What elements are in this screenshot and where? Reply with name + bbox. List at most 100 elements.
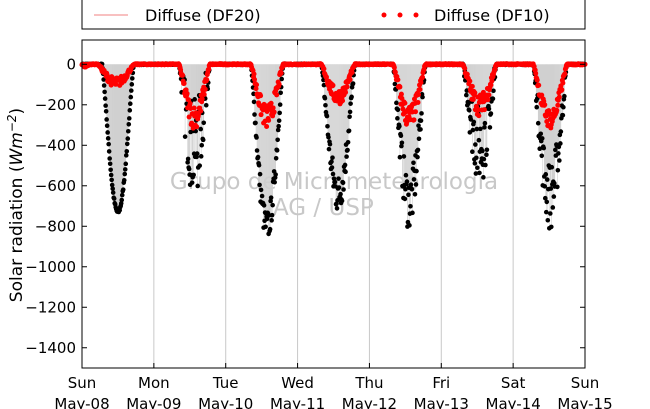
data-point-global	[346, 128, 352, 134]
data-point-global	[558, 129, 564, 134]
data-point-global	[276, 118, 282, 123]
data-point-global	[256, 162, 262, 168]
data-point-global	[562, 93, 567, 99]
data-point-global	[200, 137, 206, 143]
data-point-global	[491, 88, 496, 94]
data-point-df10	[462, 65, 468, 71]
data-point-global	[192, 97, 197, 102]
data-point-df10	[488, 82, 494, 88]
data-point-global	[474, 155, 479, 161]
y-axis-label: Solar radiation (Wm−2)	[5, 108, 27, 302]
data-point-global	[480, 148, 485, 154]
data-point-global	[124, 141, 130, 147]
data-point-df10	[198, 108, 204, 114]
data-point-global	[267, 226, 273, 232]
data-point-global	[544, 199, 550, 205]
data-point-df10	[321, 66, 327, 72]
data-point-global	[466, 101, 471, 106]
data-point-global	[185, 160, 190, 165]
data-point-global	[107, 161, 113, 167]
data-point-df10	[391, 65, 397, 71]
data-point-global	[404, 179, 410, 184]
data-point-global	[259, 193, 265, 199]
data-point-global	[123, 161, 129, 167]
data-point-df10	[539, 92, 545, 98]
data-point-global	[470, 149, 475, 154]
data-point-global	[279, 76, 284, 82]
data-point-global	[126, 116, 132, 121]
data-point-global	[124, 148, 130, 154]
data-point-global	[277, 110, 282, 116]
data-point-df10	[278, 70, 284, 76]
x-tick-label-day: Mon	[138, 374, 170, 392]
data-point-df10	[340, 98, 346, 104]
y-tick-label: −1400	[25, 339, 76, 357]
data-point-df10	[533, 70, 539, 76]
x-tick-label-day: Fri	[432, 374, 450, 392]
data-point-global	[102, 96, 108, 101]
y-axis-label-close: )	[7, 108, 27, 115]
data-point-global	[111, 196, 117, 201]
x-tick-label-date: May-08	[54, 395, 109, 409]
data-point-global	[397, 123, 402, 129]
data-point-df10	[420, 74, 426, 80]
data-point-global	[347, 109, 353, 115]
data-point-global	[345, 140, 351, 145]
data-point-global	[261, 203, 267, 208]
legend-dot-swatch	[397, 12, 403, 18]
data-point-df10	[191, 105, 197, 111]
data-point-df10	[349, 69, 355, 75]
x-tick-label-date: May-12	[342, 395, 397, 409]
watermark-line-2: IAG / USP	[266, 195, 374, 221]
legend-dot-swatch	[381, 12, 387, 18]
data-point-global	[490, 96, 496, 102]
data-point-df10	[183, 87, 189, 93]
data-point-global	[274, 148, 280, 153]
data-point-df10	[199, 96, 205, 102]
data-point-df10	[181, 80, 187, 86]
data-point-global	[476, 137, 482, 143]
data-point-global	[403, 186, 408, 192]
data-point-df10	[411, 117, 417, 123]
data-point-df10	[404, 119, 410, 125]
data-point-global	[555, 184, 560, 190]
legend: Diffuse (DF20) Diffuse (DF10)	[81, 0, 586, 30]
data-point-df10	[276, 81, 282, 87]
data-point-global	[545, 217, 551, 223]
data-point-global	[397, 154, 403, 160]
data-point-df10	[274, 92, 280, 98]
data-point-df10	[180, 72, 186, 78]
x-tick-label-day: Sat	[501, 374, 526, 392]
data-point-global	[413, 182, 419, 187]
data-point-df10	[560, 80, 566, 86]
data-point-global	[542, 195, 548, 201]
data-point-global	[107, 156, 112, 161]
data-point-global	[558, 141, 563, 146]
data-point-global	[542, 184, 548, 189]
data-point-global	[487, 125, 493, 130]
data-point-global	[336, 185, 342, 190]
data-point-global	[486, 106, 492, 112]
data-point-global	[201, 120, 207, 126]
data-point-df10	[271, 109, 277, 115]
data-point-global	[332, 179, 338, 185]
x-tick-label-day: Thu	[354, 374, 383, 392]
data-point-global	[334, 206, 340, 211]
data-point-global	[119, 192, 125, 198]
data-point-df10	[258, 112, 264, 118]
data-point-global	[258, 187, 264, 193]
data-point-global	[340, 180, 346, 186]
legend-box	[81, 0, 586, 30]
data-point-global	[539, 153, 545, 159]
data-point-global	[270, 202, 275, 208]
data-point-global	[407, 223, 412, 228]
data-point-global	[109, 177, 114, 183]
data-point-global	[104, 117, 109, 122]
data-point-global	[102, 89, 107, 95]
data-point-global	[534, 104, 540, 110]
data-point-global	[194, 151, 200, 156]
data-point-global	[339, 198, 345, 204]
data-point-df10	[398, 91, 404, 97]
x-tick-label-day: Sun	[571, 374, 600, 392]
data-point-df10	[415, 99, 421, 105]
